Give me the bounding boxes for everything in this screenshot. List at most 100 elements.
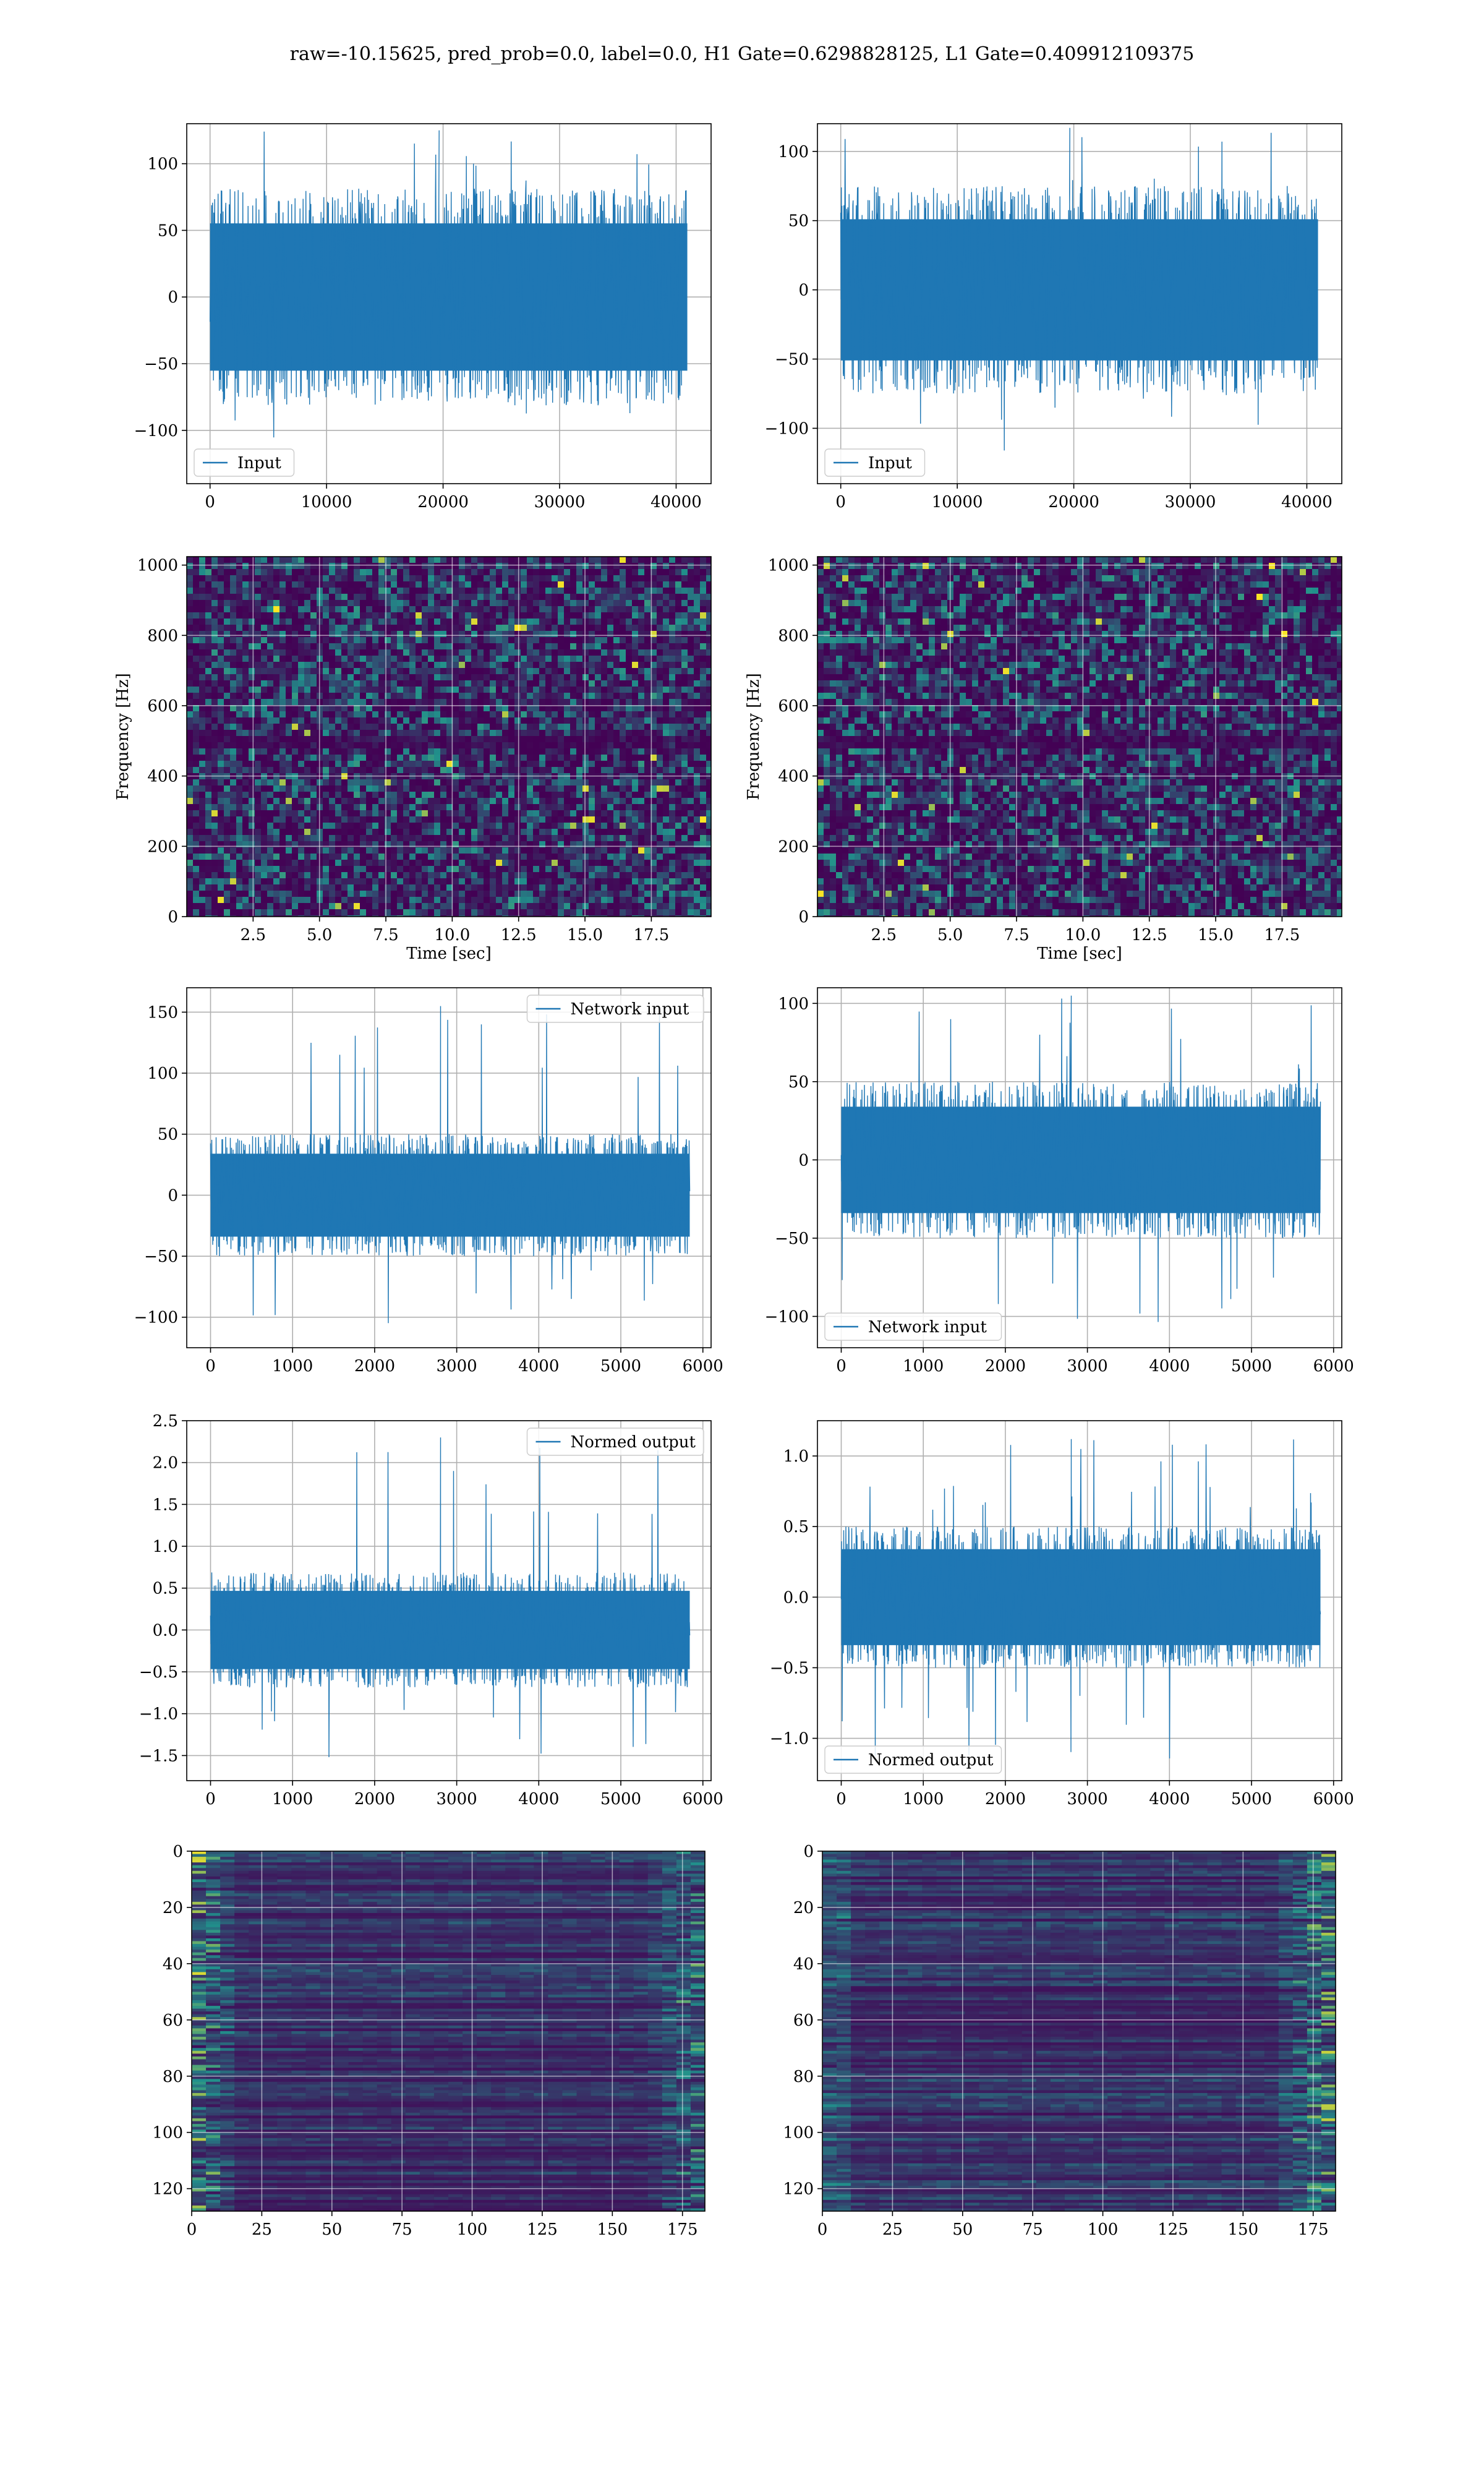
heatmap-cell: [700, 878, 706, 884]
heatmap-cell: [595, 748, 601, 755]
heatmap-cell: [681, 854, 688, 860]
heatmap-cell: [681, 594, 688, 600]
heatmap-cell: [416, 606, 422, 612]
heatmap-cell: [354, 854, 360, 860]
heatmap-cell: [601, 569, 607, 575]
heatmap-cell: [459, 563, 465, 569]
heatmap-cell: [669, 637, 675, 643]
heatmap-cell: [236, 575, 242, 581]
heatmap-cell: [552, 705, 558, 711]
heatmap-cell: [446, 854, 453, 860]
heatmap-cell: [669, 730, 675, 736]
heatmap-cell: [372, 612, 378, 618]
heatmap-cell: [650, 606, 657, 612]
heatmap-cell: [279, 823, 286, 829]
heatmap-cell: [681, 816, 688, 823]
heatmap-cell: [286, 717, 292, 724]
heatmap-cell: [508, 656, 514, 662]
heatmap-cell: [626, 687, 632, 693]
heatmap-cell: [706, 612, 711, 618]
heatmap-cell: [595, 705, 601, 711]
heatmap-cell: [329, 798, 335, 804]
heatmap-cell: [434, 649, 440, 656]
heatmap-cell: [230, 637, 236, 643]
heatmap-cell: [273, 829, 279, 835]
heatmap-cell: [496, 854, 502, 860]
heatmap-cell: [298, 823, 304, 829]
heatmap-cell: [620, 693, 626, 699]
heatmap-cell: [545, 804, 552, 810]
heatmap-cell: [533, 680, 539, 687]
heatmap-cell: [230, 668, 236, 674]
heatmap-cell: [453, 785, 459, 792]
heatmap-cell: [354, 903, 360, 909]
heatmap-cell: [428, 643, 434, 649]
heatmap-cell: [372, 816, 378, 823]
heatmap-cell: [521, 680, 527, 687]
heatmap-cell: [669, 711, 675, 717]
heatmap-cell: [552, 816, 558, 823]
heatmap-cell: [650, 625, 657, 631]
heatmap-cell: [267, 662, 273, 668]
heatmap-cell: [558, 600, 564, 606]
heatmap-cell: [632, 600, 638, 606]
heatmap-cell: [224, 705, 230, 711]
heatmap-cell: [453, 711, 459, 717]
heatmap-cell: [205, 792, 211, 798]
heatmap-cell: [279, 674, 286, 680]
heatmap-cell: [564, 643, 570, 649]
heatmap-cell: [607, 903, 613, 909]
heatmap-cell: [434, 816, 440, 823]
heatmap-cell: [638, 612, 644, 618]
heatmap-cell: [657, 785, 663, 792]
heatmap-cell: [329, 761, 335, 767]
heatmap-cell: [230, 699, 236, 705]
heatmap-cell: [230, 625, 236, 631]
heatmap-cell: [335, 823, 341, 829]
heatmap-cell: [273, 872, 279, 878]
heatmap-cell: [700, 662, 706, 668]
x-tick-label: 20000: [417, 493, 469, 511]
heatmap-cell: [595, 860, 601, 866]
heatmap-cell: [286, 829, 292, 835]
heatmap-cell: [249, 724, 255, 730]
heatmap-cell: [391, 860, 397, 866]
heatmap-cell: [446, 575, 453, 581]
heatmap-cell: [607, 829, 613, 835]
heatmap-cell: [292, 693, 298, 699]
heatmap-cell: [385, 600, 391, 606]
heatmap-cell: [484, 804, 490, 810]
heatmap-cell: [391, 748, 397, 755]
heatmap-cell: [255, 588, 261, 594]
heatmap-cell: [304, 680, 310, 687]
heatmap-cell: [422, 860, 428, 866]
heatmap-cell: [372, 872, 378, 878]
heatmap-cell: [484, 618, 490, 625]
heatmap-cell: [205, 724, 211, 730]
heatmap-cell: [403, 662, 409, 668]
heatmap-cell: [613, 854, 620, 860]
heatmap-cell: [224, 903, 230, 909]
heatmap-cell: [409, 897, 416, 903]
heatmap-cell: [582, 724, 589, 730]
heatmap-cell: [706, 779, 711, 785]
heatmap-cell: [508, 829, 514, 835]
heatmap-cell: [323, 884, 329, 891]
heatmap-cell: [453, 680, 459, 687]
heatmap-cell: [484, 798, 490, 804]
heatmap-cell: [453, 909, 459, 915]
heatmap-cell: [428, 606, 434, 612]
heatmap-cell: [564, 631, 570, 637]
heatmap-cell: [397, 847, 403, 854]
heatmap-cell: [372, 748, 378, 755]
heatmap-cell: [267, 872, 273, 878]
heatmap-cell: [354, 897, 360, 903]
heatmap-cell: [576, 625, 582, 631]
heatmap-cell: [688, 674, 694, 680]
heatmap-cell: [453, 631, 459, 637]
heatmap-cell: [193, 594, 199, 600]
heatmap-cell: [428, 761, 434, 767]
heatmap-cell: [545, 643, 552, 649]
heatmap-cell: [304, 755, 310, 761]
heatmap-cell: [273, 711, 279, 717]
